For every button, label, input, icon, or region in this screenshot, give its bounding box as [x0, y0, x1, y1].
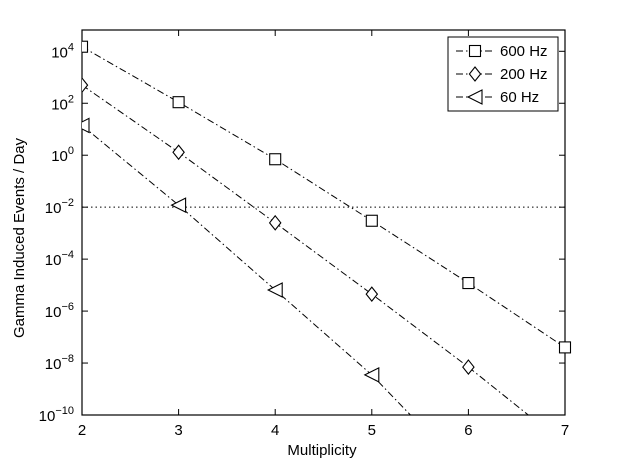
series-60-hz: [82, 117, 411, 415]
square-marker: [172, 96, 185, 109]
x-tick-label: 6: [464, 422, 472, 439]
diamond-marker: [172, 144, 185, 161]
x-tick-label: 7: [561, 422, 569, 439]
triangle-left-marker: [363, 366, 380, 383]
diamond-marker: [468, 66, 482, 82]
square-marker: [462, 277, 475, 290]
series-line: [82, 46, 566, 348]
y-tick-label: 100: [51, 145, 74, 165]
x-tick-label: 3: [174, 422, 182, 439]
y-tick-label: 10−6: [45, 301, 74, 321]
square-marker: [365, 214, 378, 227]
diamond-marker: [82, 77, 89, 93]
series-line: [82, 84, 529, 415]
y-tick-label: 10−4: [45, 249, 74, 269]
triangle-left-marker: [170, 197, 187, 214]
square-marker: [558, 341, 572, 354]
square-marker: [468, 44, 482, 58]
series-layer: [82, 40, 572, 415]
square-marker: [269, 153, 282, 166]
triangle-left-marker: [82, 117, 90, 134]
series-line: [82, 125, 411, 415]
triangle-left-marker: [266, 282, 283, 298]
diamond-marker: [462, 359, 475, 375]
legend-label: 600 Hz: [500, 43, 548, 60]
y-axis-label: Gamma Induced Events / Day: [11, 137, 28, 338]
y-tick-label: 10−10: [39, 405, 74, 425]
diamond-marker: [365, 286, 379, 302]
y-tick-label: 10−2: [45, 197, 74, 217]
axes: 2 3 4 5 6 7 10−10 10−8 10−6 10−4 10−2 100 102 104: [39, 29, 569, 439]
series-200-hz: [82, 77, 529, 415]
x-axis-label: Multiplicity: [287, 442, 357, 459]
diamond-marker: [268, 214, 282, 231]
plot-frame: [81, 29, 566, 416]
square-marker: [82, 40, 89, 53]
y-tick-label: 10−8: [45, 353, 74, 373]
legend-label: 200 Hz: [500, 66, 548, 83]
x-tick-label: 4: [271, 422, 279, 439]
x-tick-label: 2: [78, 422, 86, 439]
triangle-left-marker: [466, 89, 483, 105]
y-tick-label: 102: [51, 93, 74, 113]
legend: 600 Hz 200 Hz 60 Hz: [447, 36, 559, 112]
y-tick-label: 104: [51, 41, 74, 61]
x-tick-label: 5: [368, 422, 376, 439]
legend-label: 60 Hz: [500, 89, 539, 106]
series-600-hz: [82, 40, 572, 354]
